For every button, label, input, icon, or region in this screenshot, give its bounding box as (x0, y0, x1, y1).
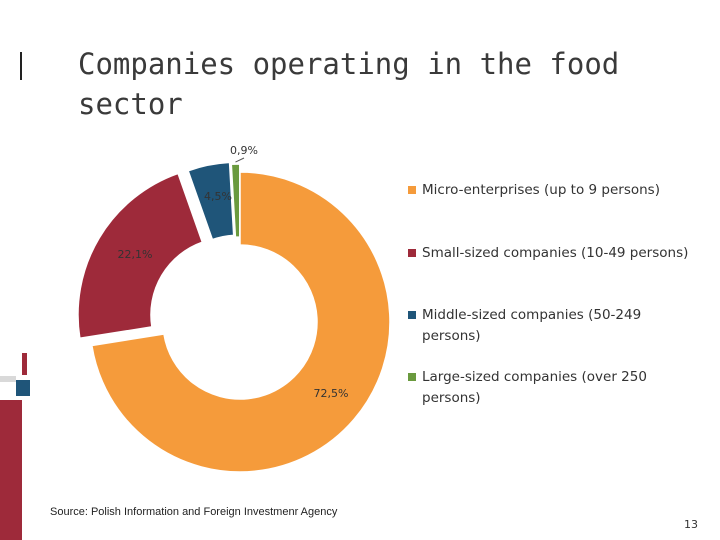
source-note: Source: Polish Information and Foreign I… (50, 506, 338, 518)
data-label-middle: 4,5% (204, 190, 232, 203)
legend-swatch-middle (408, 311, 416, 319)
data-label-micro: 72,5% (314, 387, 349, 400)
page-title: Companies operating in the food sector (78, 47, 620, 121)
legend-label-small: Small-sized companies (10-49 persons) (422, 245, 689, 261)
slice-large (230, 163, 241, 238)
legend-label-middle: Middle-sized companies (50-249 persons) (422, 307, 642, 344)
legend-swatch-small (408, 249, 416, 257)
slice-middle (187, 161, 235, 241)
decor-blue-square (16, 380, 30, 396)
slice-micro (90, 171, 391, 473)
legend-swatch-micro (408, 186, 416, 194)
title-accent-bar (20, 52, 22, 80)
legend-swatch-large (408, 373, 416, 381)
data-label-large: 0,9% (230, 144, 258, 157)
decor-red-bar-small (22, 353, 27, 375)
legend-label-large: Large-sized companies (over 250 persons) (422, 369, 647, 406)
slice-small (77, 172, 204, 340)
legend-label-micro: Micro-enterprises (up to 9 persons) (422, 182, 660, 198)
data-label-small: 22,1% (118, 248, 153, 261)
page-number: 13 (684, 518, 698, 531)
leader-line-large (235, 157, 245, 163)
decor-red-bar-large (0, 400, 22, 540)
decor-gray-bar (0, 376, 16, 382)
